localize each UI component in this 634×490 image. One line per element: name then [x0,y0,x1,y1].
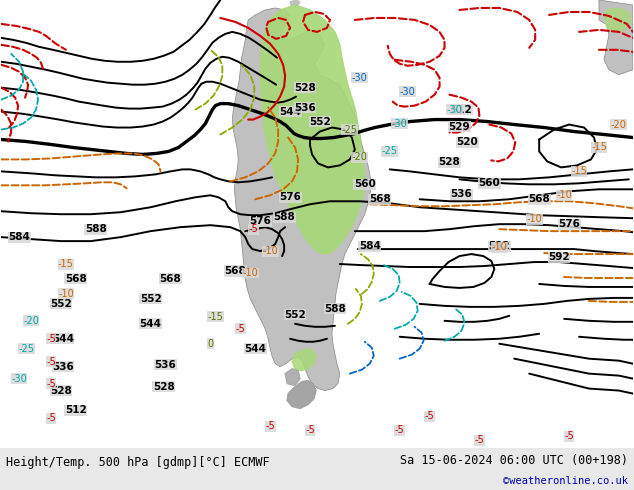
Text: 568: 568 [528,194,550,204]
Text: 528: 528 [153,382,174,392]
Text: 520: 520 [456,138,478,147]
Text: 568: 568 [160,274,181,284]
Text: 568: 568 [369,194,391,204]
Text: -5: -5 [425,412,434,421]
Text: 544: 544 [52,334,74,344]
Text: 512: 512 [451,104,472,115]
Text: -5: -5 [46,379,56,389]
Text: -30: -30 [446,104,462,115]
Text: 584: 584 [359,241,381,251]
Text: 560: 560 [354,179,376,189]
Polygon shape [290,0,300,6]
Text: -5: -5 [395,425,404,436]
Text: 528: 528 [294,83,316,93]
Text: 552: 552 [139,294,162,304]
Text: 536: 536 [451,189,472,199]
Text: Sa 15-06-2024 06:00 UTC (00+198): Sa 15-06-2024 06:00 UTC (00+198) [399,454,628,466]
Text: -5: -5 [46,357,56,367]
Text: -5: -5 [564,431,574,441]
Text: -5: -5 [249,224,258,234]
Text: -15: -15 [591,143,607,152]
Text: 529: 529 [449,122,470,131]
Text: 536: 536 [155,360,176,369]
Text: 552: 552 [309,117,331,126]
Text: -5: -5 [305,425,315,436]
Polygon shape [232,8,372,391]
Text: 568: 568 [65,274,87,284]
Text: 592: 592 [489,241,510,251]
Polygon shape [287,381,316,409]
Polygon shape [605,8,631,32]
Text: -10: -10 [262,246,278,256]
Text: -10: -10 [242,268,258,278]
Polygon shape [260,5,365,254]
Text: -5: -5 [46,334,56,344]
Text: -30: -30 [352,73,368,83]
Text: -10: -10 [526,214,542,224]
Text: -5: -5 [46,414,56,423]
Text: 576: 576 [249,216,271,226]
Text: 536: 536 [294,102,316,113]
Text: 536: 536 [52,362,74,371]
Text: -25: -25 [342,124,358,135]
Text: -25: -25 [382,147,398,156]
Text: -15: -15 [58,259,74,269]
Text: 584: 584 [8,232,30,242]
Text: -30: -30 [392,119,408,128]
Text: 560: 560 [479,178,500,188]
Text: -30: -30 [11,373,27,384]
Text: -10: -10 [556,190,572,200]
Text: -30: -30 [400,87,415,97]
Text: 588: 588 [273,212,295,222]
Text: -15: -15 [571,167,587,176]
Text: 544: 544 [244,343,266,354]
Text: 552: 552 [284,310,306,320]
Text: -20: -20 [23,316,39,326]
Text: -20: -20 [352,152,368,162]
Text: -10: -10 [491,242,507,252]
Text: 592: 592 [548,252,570,262]
Text: 0: 0 [207,339,214,349]
Text: -10: -10 [58,289,74,299]
Text: 588: 588 [85,224,107,234]
Text: -5: -5 [474,436,484,445]
Text: -15: -15 [207,312,223,322]
Text: 576: 576 [279,192,301,202]
Text: 576: 576 [558,219,580,229]
Polygon shape [599,0,633,75]
Polygon shape [285,368,300,386]
Text: -5: -5 [265,421,275,431]
Text: 552: 552 [50,299,72,309]
Text: 528: 528 [439,157,460,168]
Text: 544: 544 [279,107,301,117]
Text: 544: 544 [139,319,162,329]
Text: ©weatheronline.co.uk: ©weatheronline.co.uk [503,476,628,486]
Text: 588: 588 [324,304,346,314]
Text: 568: 568 [224,266,246,276]
Text: Height/Temp. 500 hPa [gdmp][°C] ECMWF: Height/Temp. 500 hPa [gdmp][°C] ECMWF [6,456,270,469]
Text: -5: -5 [235,324,245,334]
Text: 528: 528 [50,386,72,395]
Text: 512: 512 [65,406,87,416]
Text: -25: -25 [18,343,34,354]
Polygon shape [292,349,316,370]
Text: -20: -20 [611,120,627,129]
